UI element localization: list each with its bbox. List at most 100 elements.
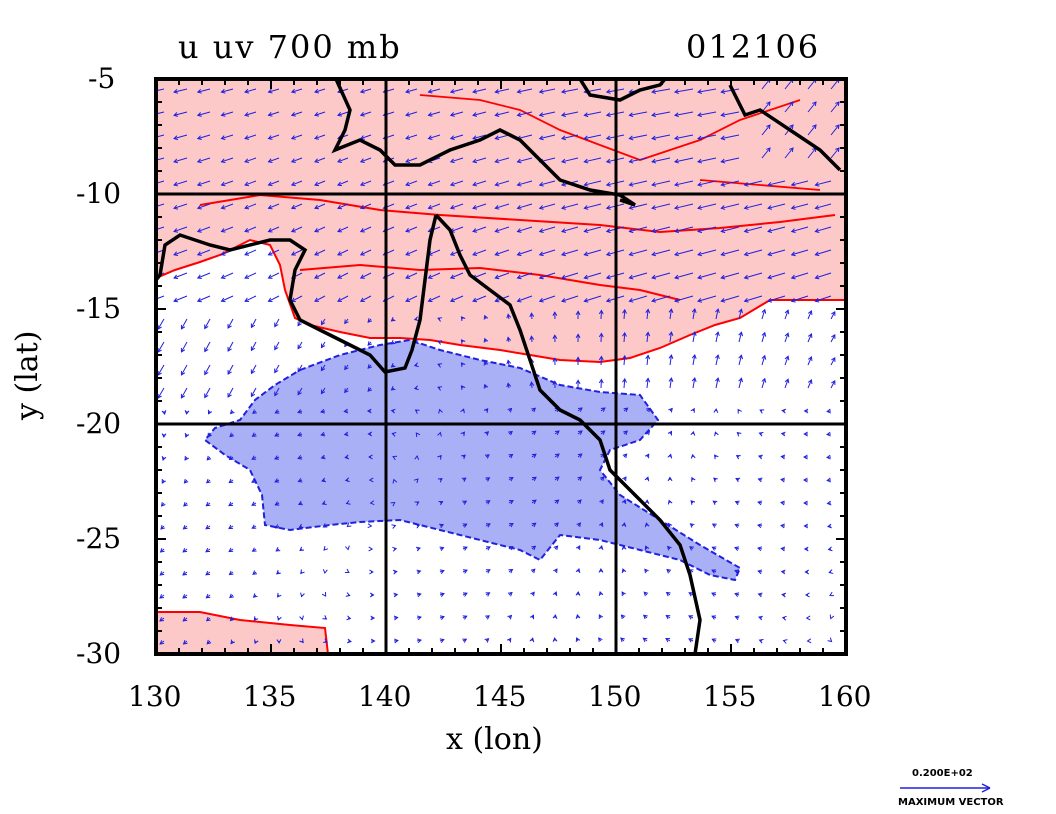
wind-vector	[183, 501, 188, 507]
wind-vector	[267, 111, 280, 117]
y-tick-label: -10	[76, 177, 122, 210]
wind-vector	[761, 124, 771, 136]
wind-vector	[529, 637, 535, 643]
wind-vector	[531, 499, 537, 505]
wind-vector	[484, 454, 490, 459]
wind-vector	[206, 455, 212, 461]
wind-vector	[290, 249, 303, 256]
wind-vector	[554, 430, 560, 435]
wind-vector	[691, 308, 697, 320]
wind-vector	[267, 88, 280, 94]
wind-vector	[667, 453, 673, 459]
wind-vector	[713, 408, 719, 414]
wind-vector	[274, 478, 280, 483]
wind-vector	[392, 569, 398, 575]
wind-vector	[460, 339, 466, 344]
wind-vector	[575, 591, 581, 596]
wind-vector	[494, 111, 510, 117]
wind-vector	[645, 331, 651, 343]
x-tick-label: 150	[588, 680, 642, 713]
wind-vector	[182, 524, 188, 530]
wind-vector	[390, 408, 396, 414]
wind-vector	[691, 476, 696, 482]
wind-vector	[516, 180, 533, 187]
wind-vector	[668, 407, 673, 413]
wind-vector	[299, 638, 304, 644]
wind-vector	[228, 478, 234, 484]
wind-vector	[250, 318, 257, 329]
wind-vector	[644, 545, 650, 551]
x-tick-label: 160	[818, 680, 872, 713]
wind-vector	[472, 134, 487, 141]
wind-vector	[337, 295, 349, 302]
wind-vector	[274, 318, 280, 328]
wind-vector	[714, 454, 719, 460]
wind-vector	[229, 409, 235, 415]
wind-vector	[196, 226, 211, 233]
wind-vector	[738, 331, 744, 343]
wind-vector	[598, 309, 604, 320]
wind-vector	[552, 311, 558, 320]
wind-vector	[346, 522, 352, 528]
wind-vector	[583, 272, 602, 280]
wind-vector	[758, 615, 764, 621]
wind-vector	[472, 226, 487, 233]
wind-vector	[711, 638, 717, 643]
wind-vector	[628, 295, 648, 303]
wind-vector	[697, 295, 717, 303]
wind-vector	[267, 157, 280, 164]
wind-vector	[628, 157, 648, 164]
y-tick-label: -25	[76, 522, 122, 555]
wind-vector	[367, 387, 373, 392]
y-axis-label: y (lat)	[10, 330, 45, 420]
wind-vector	[484, 431, 490, 436]
wind-vector	[344, 477, 350, 483]
wind-vector	[347, 638, 352, 644]
wind-vector	[576, 545, 581, 551]
wind-vector	[439, 546, 445, 552]
wind-vector	[414, 455, 420, 460]
wind-vector	[472, 88, 487, 94]
wind-vector	[439, 615, 445, 620]
wind-vector	[743, 249, 763, 257]
wind-vector	[757, 592, 763, 598]
wind-vector	[251, 478, 257, 483]
x-tick-label: 140	[358, 680, 412, 713]
wind-vector	[275, 547, 281, 552]
wind-vector	[220, 134, 234, 140]
wind-vector	[276, 592, 282, 598]
wind-vector	[780, 477, 786, 483]
wind-vector	[507, 614, 513, 620]
wind-vector	[437, 431, 442, 437]
x-tick-label: 130	[128, 680, 182, 713]
wind-vector	[508, 522, 514, 528]
wind-vector	[714, 431, 719, 437]
wind-vector	[494, 249, 510, 257]
wind-vector	[413, 478, 419, 484]
wind-vector	[561, 111, 579, 118]
wind-vector	[790, 180, 809, 187]
wind-vector	[405, 157, 418, 164]
wind-vector	[472, 157, 487, 164]
wind-vector	[196, 157, 211, 164]
wind-vector	[826, 454, 832, 460]
wind-vector	[483, 360, 489, 366]
wind-vector	[666, 568, 672, 574]
wind-vector	[196, 249, 211, 256]
wind-vector	[743, 295, 763, 303]
wind-vector	[598, 591, 604, 597]
wind-vector	[299, 546, 305, 552]
wind-vector	[228, 547, 234, 553]
wind-vector	[405, 295, 418, 303]
wind-vector	[173, 111, 188, 117]
wind-vector	[321, 500, 327, 505]
wind-vector	[803, 454, 809, 460]
wind-vector	[343, 431, 349, 437]
wind-vector	[427, 88, 441, 94]
wind-vector	[784, 332, 790, 343]
wind-vector	[413, 362, 419, 368]
wind-vector	[743, 180, 763, 187]
wind-vector	[392, 546, 398, 552]
wind-vector	[274, 432, 280, 437]
